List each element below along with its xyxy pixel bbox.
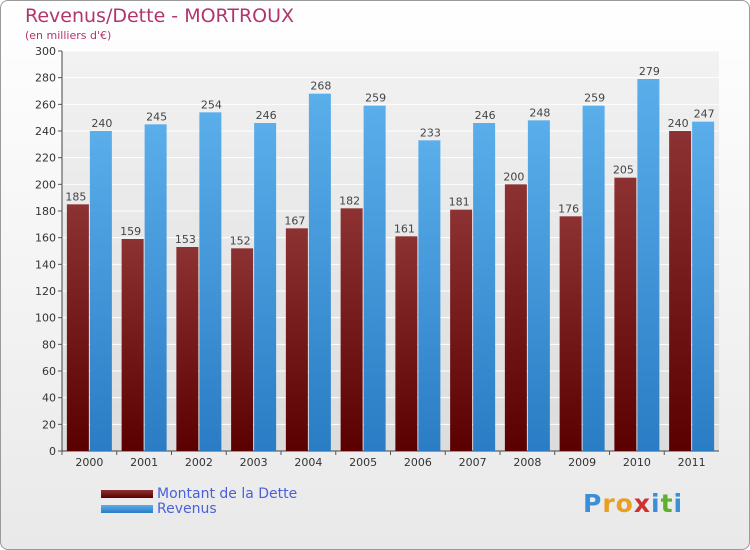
value-label: 279	[639, 65, 660, 78]
y-tick-label: 160	[35, 232, 56, 245]
value-label: 167	[284, 214, 305, 227]
value-label: 259	[365, 92, 386, 105]
x-tick-label: 2008	[513, 456, 541, 469]
x-tick-label: 2011	[678, 456, 706, 469]
y-tick-label: 300	[35, 45, 56, 58]
value-label: 161	[394, 222, 415, 235]
y-axis-ticks: 0 20 40 60 80 100 120 140 160 180 200 220 240 260 280 3…	[35, 45, 62, 458]
value-label: 248	[529, 106, 550, 119]
value-label: 240	[668, 117, 689, 130]
value-label: 182	[339, 194, 360, 207]
bar-revenus	[473, 123, 496, 451]
value-label: 200	[503, 170, 524, 183]
bar-revenus	[637, 79, 660, 451]
y-tick-label: 100	[35, 312, 56, 325]
x-tick-label: 2007	[459, 456, 487, 469]
bar-dette	[504, 184, 527, 452]
bar-dette	[176, 247, 199, 451]
bar-dette	[669, 131, 692, 451]
bar-revenus	[363, 105, 386, 452]
value-label: 254	[201, 98, 222, 111]
bar-revenus	[692, 121, 715, 452]
grid-lines	[62, 50, 719, 452]
bar-dette	[121, 239, 144, 451]
bar-revenus	[254, 123, 277, 451]
bar-dette	[559, 216, 582, 451]
y-tick-label: 140	[35, 258, 56, 271]
value-label: 240	[91, 117, 112, 130]
legend-label-dette: Montant de la Dette	[157, 486, 298, 502]
bar-dette	[614, 177, 637, 451]
logo-letter: o	[615, 489, 634, 518]
value-label: 185	[65, 190, 86, 203]
value-labels: 185 240 159 245 153 254 152 246 167 268 182 259 161 2…	[65, 65, 714, 247]
y-tick-label: 220	[35, 152, 56, 165]
logo-letter: x	[633, 489, 651, 518]
x-tick-label: 2004	[294, 456, 322, 469]
y-tick-label: 60	[42, 365, 56, 378]
y-tick-label: 0	[49, 445, 56, 458]
bar-revenus	[527, 120, 550, 451]
bar-dette	[395, 236, 418, 451]
value-label: 205	[613, 164, 634, 177]
bar-revenus	[418, 140, 441, 452]
legend-label-revenus: Revenus	[157, 501, 217, 517]
y-tick-label: 260	[35, 98, 56, 111]
bar-dette	[340, 208, 363, 451]
bar-dette	[66, 204, 89, 451]
y-tick-label: 280	[35, 72, 56, 85]
value-label: 268	[310, 80, 331, 93]
logo-letter: i	[651, 489, 661, 518]
logo-letter: r	[602, 489, 616, 518]
plot-area	[62, 51, 719, 451]
y-tick-label: 20	[42, 418, 56, 431]
bar-revenus	[308, 93, 331, 452]
x-tick-label: 2009	[568, 456, 596, 469]
value-label: 246	[475, 109, 496, 122]
bars	[66, 79, 715, 452]
proxiti-logo: Proxiti	[583, 489, 683, 518]
bar-dette	[285, 228, 308, 451]
x-tick-label: 2001	[130, 456, 158, 469]
legend-swatch-revenus	[101, 505, 153, 513]
value-label: 176	[558, 202, 579, 215]
chart-subtitle: (en milliers d'€)	[25, 29, 112, 42]
value-label: 153	[175, 233, 196, 246]
logo-letter: P	[583, 489, 603, 518]
value-label: 247	[694, 108, 715, 121]
x-tick-label: 2010	[623, 456, 651, 469]
legend-swatch-dette	[101, 490, 153, 498]
y-tick-label: 40	[42, 392, 56, 405]
value-label: 245	[146, 110, 167, 123]
x-tick-label: 2002	[185, 456, 213, 469]
chart-title: Revenus/Dette - MORTROUX	[25, 5, 295, 27]
bar-revenus	[582, 105, 605, 452]
y-tick-label: 120	[35, 285, 56, 298]
x-axis-ticks: 2000 2001 2002 2003 2004 2005 2006 2007 2008 2009…	[61, 451, 706, 469]
x-tick-label: 2006	[404, 456, 432, 469]
bar-revenus	[89, 131, 112, 451]
y-tick-label: 80	[42, 338, 56, 351]
value-label: 259	[584, 92, 605, 105]
bar-revenus	[144, 124, 167, 451]
value-label: 152	[230, 234, 251, 247]
x-tick-label: 2005	[349, 456, 377, 469]
logo-letter: t	[660, 489, 674, 518]
bar-dette	[450, 209, 473, 451]
value-label: 246	[256, 109, 277, 122]
bar-revenus	[199, 112, 222, 451]
x-tick-label: 2003	[240, 456, 268, 469]
bar-dette	[231, 248, 254, 451]
value-label: 181	[449, 196, 470, 209]
x-tick-label: 2000	[75, 456, 103, 469]
value-label: 159	[120, 225, 141, 238]
value-label: 233	[420, 126, 441, 139]
y-tick-label: 180	[35, 205, 56, 218]
y-tick-label: 240	[35, 125, 56, 138]
logo-letter: i	[673, 489, 684, 518]
y-tick-label: 200	[35, 178, 56, 191]
